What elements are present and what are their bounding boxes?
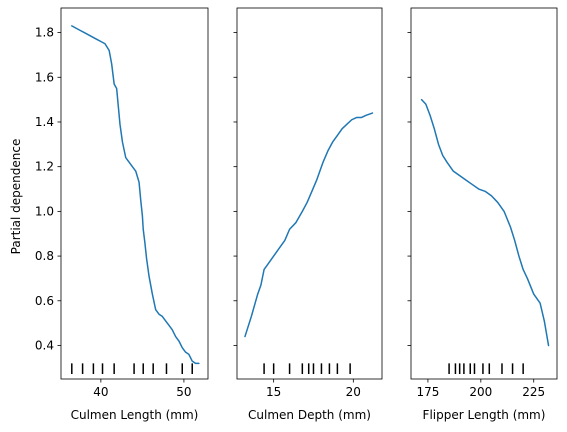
axes-frame <box>236 7 383 380</box>
axes-frame <box>60 7 209 380</box>
x-tick-label: 20 <box>346 385 361 399</box>
y-tick-label: 1.8 <box>35 26 54 40</box>
y-tick-label: 0.8 <box>35 249 54 263</box>
x-tick-label: 40 <box>93 385 108 399</box>
partial-dependence-line <box>420 98 550 347</box>
panel-3: 175 200 225 Flipper Length (mm) <box>407 7 558 422</box>
y-tick-label: 0.6 <box>35 294 54 308</box>
x-tick-label: 15 <box>266 385 281 399</box>
x-axis-label: Culmen Length (mm) <box>71 408 199 422</box>
partial-dependence-line <box>244 112 374 338</box>
x-axis-label: Flipper Length (mm) <box>423 408 546 422</box>
y-tick-label: 1.4 <box>35 115 54 129</box>
axes-frame <box>410 7 558 380</box>
panel-1: 0.4 0.6 0.8 1.0 1.2 1.4 1.6 1.8 40 50 Culmen Lengt… <box>35 7 209 422</box>
panels: 0.4 0.6 0.8 1.0 1.2 1.4 1.6 1.8 40 50 Culmen Lengt… <box>35 7 558 422</box>
partial-dependence-line <box>71 25 200 365</box>
x-tick-label: 175 <box>416 385 439 399</box>
y-tick-label: 1.2 <box>35 160 54 174</box>
x-tick-label: 225 <box>522 385 545 399</box>
x-tick-label: 50 <box>176 385 191 399</box>
y-tick-label: 1.6 <box>35 70 54 84</box>
y-tick-label: 0.4 <box>35 338 54 352</box>
x-tick-label: 200 <box>469 385 492 399</box>
y-axis-label: Partial dependence <box>9 139 23 255</box>
x-axis-label: Culmen Depth (mm) <box>248 408 371 422</box>
y-tick-label: 1.0 <box>35 204 54 218</box>
panel-2: 15 20 Culmen Depth (mm) <box>233 7 383 422</box>
